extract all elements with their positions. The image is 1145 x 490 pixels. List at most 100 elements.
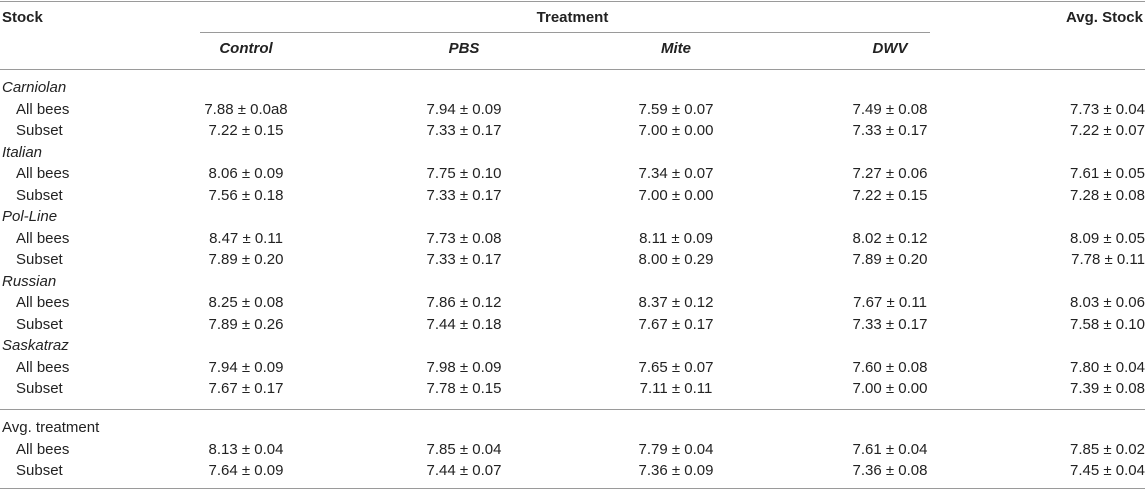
cell-control: 7.89 ± 0.20 [208, 251, 284, 268]
group-row: Avg. treatment [0, 419, 1145, 441]
table-row: All bees 8.47 ± 0.11 7.73 ± 0.08 8.11 ± … [0, 230, 1145, 252]
cell-mite: 7.59 ± 0.07 [638, 100, 714, 118]
cell-pbs: 7.75 ± 0.10 [426, 165, 502, 182]
cell-control: 8.47 ± 0.11 [209, 229, 283, 247]
cell-dwv: 7.33 ± 0.17 [852, 122, 928, 139]
cell-avg-stock: 7.85 ± 0.02 [1070, 440, 1145, 458]
row-label: All bees [16, 100, 70, 118]
avg-stock-header: Avg. Stock [1066, 9, 1143, 26]
group-label: Carniolan [2, 79, 67, 96]
cell-mite: 8.00 ± 0.29 [638, 251, 714, 268]
cell-pbs: 7.78 ± 0.15 [426, 380, 502, 397]
cell-control: 7.89 ± 0.26 [208, 315, 284, 333]
cell-dwv: 7.60 ± 0.08 [852, 358, 928, 376]
header-rule [0, 69, 1145, 70]
table-row: All bees 8.06 ± 0.09 7.75 ± 0.10 7.34 ± … [0, 165, 1145, 187]
table-row: Subset 7.89 ± 0.26 7.44 ± 0.18 7.67 ± 0.… [0, 316, 1145, 338]
cell-pbs: 7.85 ± 0.04 [426, 440, 502, 458]
cell-pbs: 7.94 ± 0.09 [426, 100, 502, 118]
cell-dwv: 7.36 ± 0.08 [852, 462, 928, 479]
cell-mite: 8.37 ± 0.12 [638, 294, 714, 311]
cell-pbs: 7.33 ± 0.17 [426, 122, 502, 139]
row-label: All bees [16, 440, 70, 458]
table-row: All bees 7.88 ± 0.0a8 7.94 ± 0.09 7.59 ±… [0, 101, 1145, 123]
cell-mite: 7.79 ± 0.04 [638, 440, 714, 458]
avg-treatment-label: Avg. treatment [2, 419, 100, 436]
cell-avg-stock: 7.22 ± 0.07 [1070, 122, 1145, 139]
cell-avg-stock: 7.73 ± 0.04 [1070, 100, 1145, 118]
cell-mite: 7.00 ± 0.00 [638, 186, 714, 204]
cell-dwv: 7.61 ± 0.04 [852, 440, 928, 458]
cell-mite: 7.11 ± 0.11 [639, 380, 713, 397]
group-label: Russian [2, 272, 57, 290]
control-header: Control [219, 40, 273, 57]
row-label: Subset [16, 122, 63, 139]
row-label: Subset [16, 462, 63, 479]
cell-mite: 7.36 ± 0.09 [638, 462, 714, 479]
cell-dwv: 8.02 ± 0.12 [852, 229, 928, 247]
cell-pbs: 7.73 ± 0.08 [426, 229, 502, 247]
cell-mite: 8.11 ± 0.09 [639, 229, 713, 247]
group-row: Saskatraz [0, 337, 1145, 359]
stock-header: Stock [2, 9, 43, 26]
bottom-rule [0, 488, 1145, 489]
cell-control: 7.67 ± 0.17 [208, 380, 284, 397]
cell-control: 7.88 ± 0.0a8 [204, 100, 288, 118]
row-label: All bees [16, 229, 70, 247]
row-label: All bees [16, 165, 70, 182]
cell-mite: 7.34 ± 0.07 [638, 165, 714, 182]
cell-dwv: 7.00 ± 0.00 [852, 380, 928, 397]
cell-control: 7.22 ± 0.15 [208, 122, 284, 139]
top-rule [0, 1, 1145, 2]
cell-avg-stock: 8.09 ± 0.05 [1070, 229, 1145, 247]
cell-dwv: 7.89 ± 0.20 [852, 251, 928, 268]
table-row: All bees 7.94 ± 0.09 7.98 ± 0.09 7.65 ± … [0, 359, 1145, 381]
group-row: Pol-Line [0, 208, 1145, 230]
cell-control: 7.56 ± 0.18 [208, 186, 284, 204]
cell-mite: 7.65 ± 0.07 [638, 358, 714, 376]
cell-mite: 7.00 ± 0.00 [638, 122, 714, 139]
group-row: Italian [0, 144, 1145, 166]
table-row: Subset 7.56 ± 0.18 7.33 ± 0.17 7.00 ± 0.… [0, 187, 1145, 209]
mite-header: Mite [661, 40, 691, 57]
cell-avg-stock: 7.61 ± 0.05 [1070, 165, 1145, 182]
cell-control: 7.94 ± 0.09 [208, 358, 284, 376]
cell-avg-stock: 7.80 ± 0.04 [1070, 358, 1145, 376]
avg-section-rule [0, 409, 1145, 410]
cell-dwv: 7.22 ± 0.15 [852, 186, 928, 204]
table-row: Subset 7.89 ± 0.20 7.33 ± 0.17 8.00 ± 0.… [0, 251, 1145, 273]
cell-control: 7.64 ± 0.09 [208, 462, 284, 479]
dwv-header: DWV [872, 40, 908, 57]
group-label: Italian [2, 143, 43, 161]
cell-avg-stock: 8.03 ± 0.06 [1070, 294, 1145, 311]
cell-pbs: 7.33 ± 0.17 [426, 251, 502, 268]
cell-dwv: 7.67 ± 0.11 [853, 294, 927, 311]
cell-pbs: 7.98 ± 0.09 [426, 358, 502, 376]
row-label: Subset [16, 186, 63, 204]
cell-avg-stock: 7.45 ± 0.04 [1070, 462, 1145, 479]
row-label: All bees [16, 358, 70, 376]
table-row: Subset 7.22 ± 0.15 7.33 ± 0.17 7.00 ± 0.… [0, 122, 1145, 144]
treatment-underline [200, 32, 930, 33]
cell-mite: 7.67 ± 0.17 [638, 315, 714, 333]
cell-avg-stock: 7.58 ± 0.10 [1070, 315, 1145, 333]
group-label: Pol-Line [2, 208, 58, 225]
pbs-header: PBS [448, 40, 480, 57]
cell-pbs: 7.33 ± 0.17 [426, 186, 502, 204]
group-row: Russian [0, 273, 1145, 295]
cell-avg-stock: 7.28 ± 0.08 [1070, 186, 1145, 204]
row-label: Subset [16, 380, 63, 397]
cell-dwv: 7.49 ± 0.08 [852, 100, 928, 118]
table-row: All bees 8.25 ± 0.08 7.86 ± 0.12 8.37 ± … [0, 294, 1145, 316]
cell-pbs: 7.44 ± 0.18 [426, 315, 502, 333]
cell-pbs: 7.86 ± 0.12 [426, 294, 502, 311]
cell-control: 8.13 ± 0.04 [208, 440, 284, 458]
cell-avg-stock: 7.78 ± 0.11 [1071, 251, 1145, 268]
row-label: Subset [16, 315, 63, 333]
cell-control: 8.25 ± 0.08 [208, 294, 284, 311]
cell-avg-stock: 7.39 ± 0.08 [1070, 380, 1145, 397]
row-label: Subset [16, 251, 63, 268]
table-row: Subset 7.67 ± 0.17 7.78 ± 0.15 7.11 ± 0.… [0, 380, 1145, 402]
group-row: Carniolan [0, 79, 1145, 101]
group-label: Saskatraz [2, 337, 69, 354]
